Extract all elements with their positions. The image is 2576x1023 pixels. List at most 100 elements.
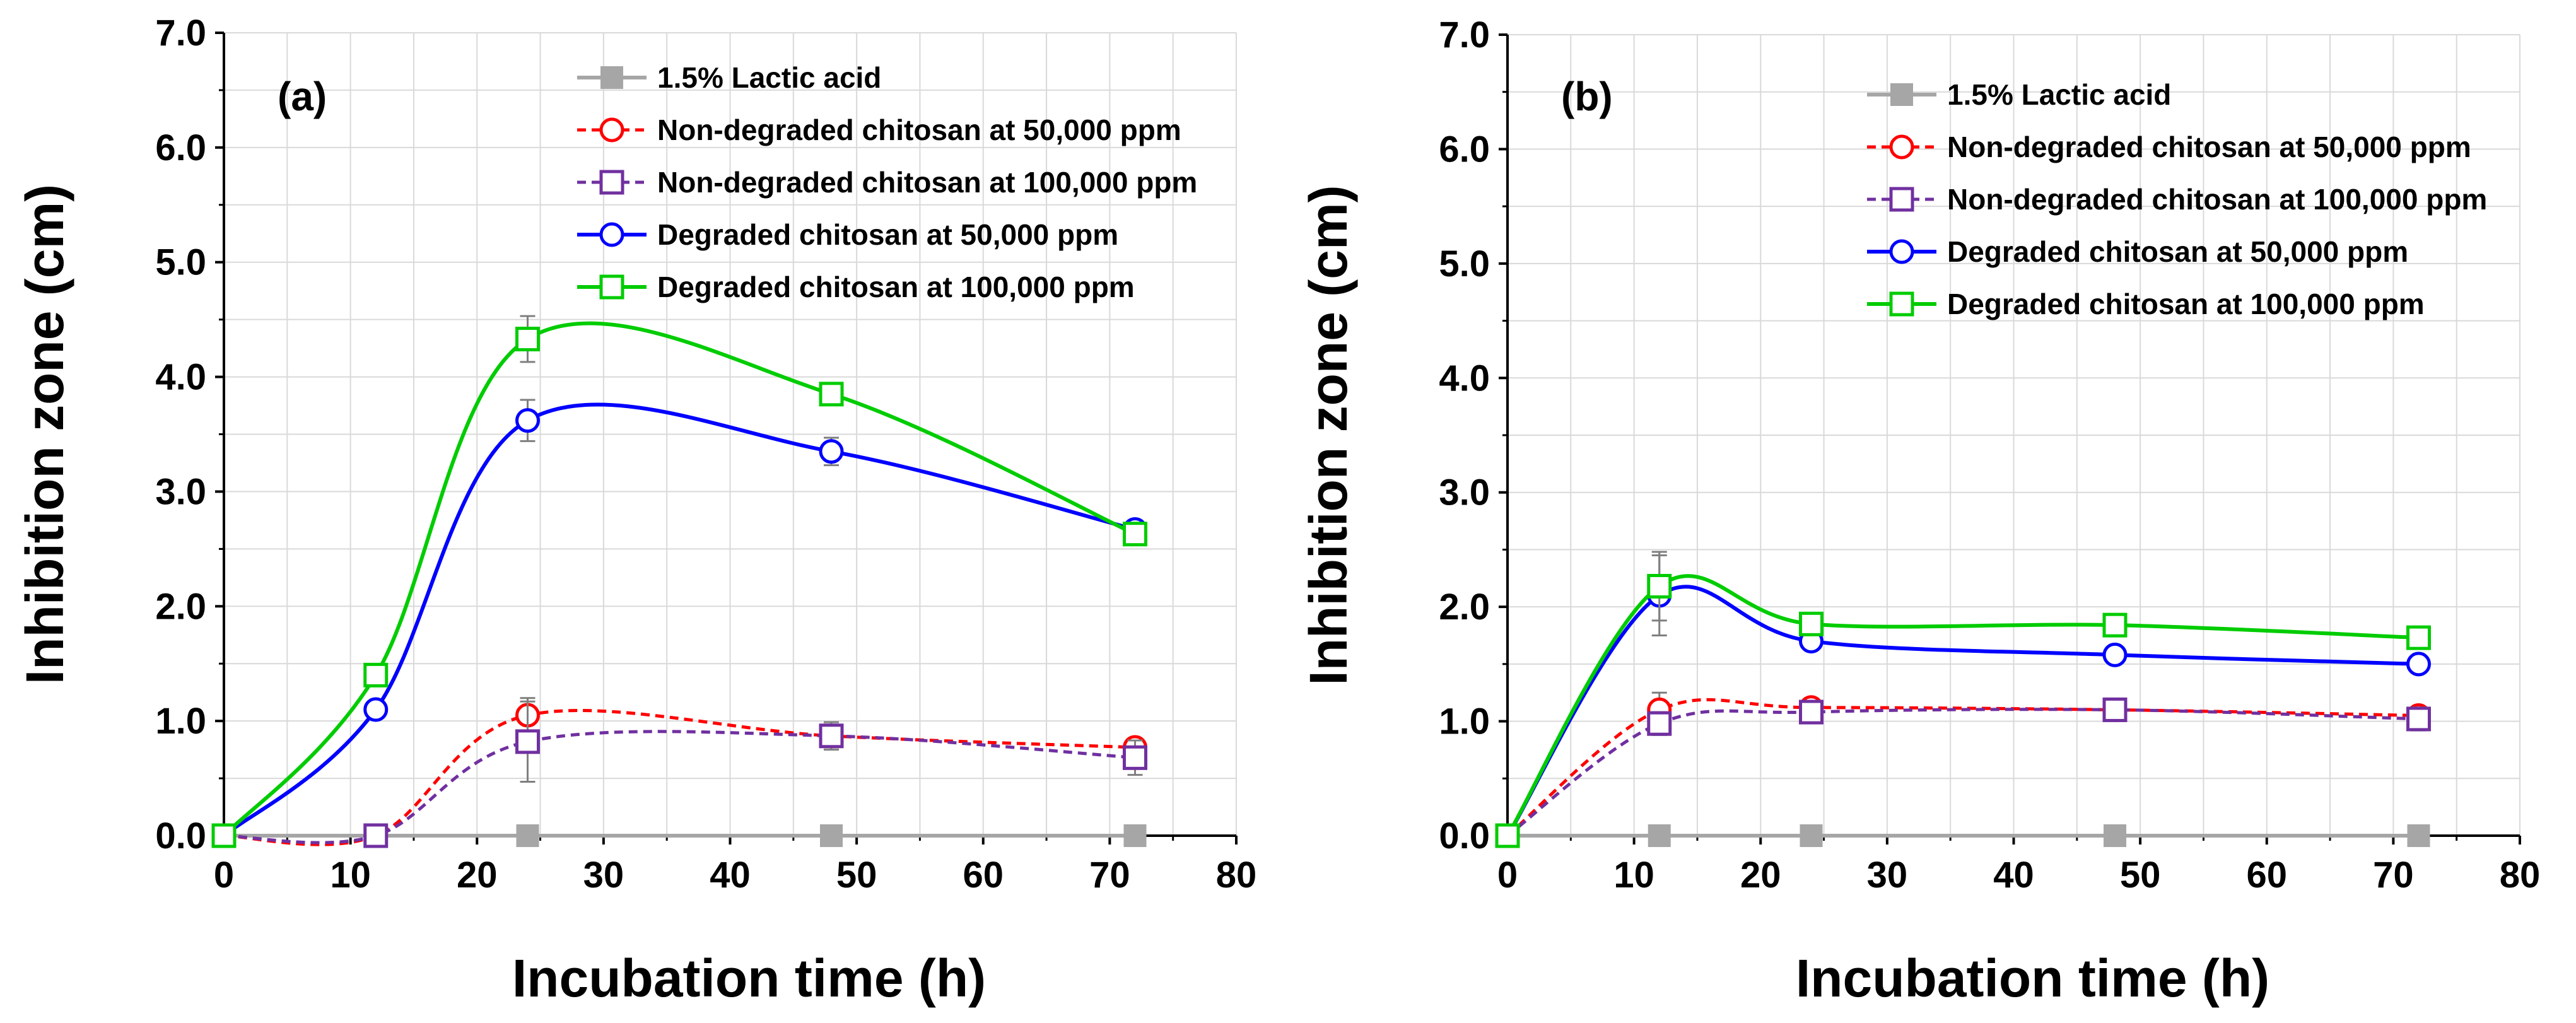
data-point [1123,745,1147,770]
series-line [223,709,1135,846]
data-point [820,824,843,847]
x-tick-label: 30 [1867,855,1908,896]
x-tick-label: 40 [710,855,751,896]
data-point [363,823,389,848]
legend-label: Non-degraded chitosan at 50,000 ppm [1947,131,2471,163]
legend-label: Non-degraded chitosan at 50,000 ppm [657,114,1181,146]
data-point [1799,699,1824,725]
legend-label: Non-degraded chitosan at 100,000 ppm [1947,183,2487,216]
y-tick-label: 0.0 [155,815,206,856]
legend-label: Non-degraded chitosan at 100,000 ppm [657,166,1197,199]
panel-label: (a) [278,74,327,119]
x-tick-label: 40 [1993,855,2034,896]
series-line [1506,698,2419,837]
y-tick-label: 4.0 [155,357,206,398]
y-tick-label: 5.0 [155,242,206,283]
y-axis-title: Inhibition zone (cm) [1299,185,1358,685]
data-point [211,823,237,848]
legend-label: Degraded chitosan at 50,000 ppm [657,218,1118,251]
panel-a: 0.0 1.0 2.0 3.0 4.0 5.0 6.0 7.0 0 10 20 30 40 50 60 70 8… [15,13,1256,1008]
data-point [1800,824,1823,847]
y-tick-label: 7.0 [1439,15,1490,56]
y-tick-label: 7.0 [155,13,206,54]
data-point [363,697,389,722]
series-line [1506,708,2419,838]
x-tick-label: 50 [2120,855,2161,896]
x-tick-label: 10 [1613,855,1654,896]
y-tick-label: 2.0 [155,586,206,627]
series-line [223,402,1136,838]
panel-b: 0.0 1.0 2.0 3.0 4.0 5.0 6.0 7.0 0 10 20 30 40 50 60 70 8… [1299,15,2540,1008]
legend: 1.5% Lactic acid Non-degraded chitosan at… [1867,78,2487,320]
data-point [515,729,540,754]
data-point [516,824,539,847]
data-point [1123,824,1147,847]
legend-label: 1.5% Lactic acid [657,61,881,94]
data-point [2407,824,2430,847]
legend-marker [1889,134,1914,160]
data-point [1123,522,1147,547]
data-point [363,662,389,687]
data-point [2406,652,2431,677]
series-d50 [211,399,1147,848]
legend-marker [599,170,624,195]
x-tick-label: 70 [2373,855,2414,896]
data-point [819,382,844,407]
x-tick-label: 60 [963,855,1004,896]
series-nd50 [1495,691,2431,848]
y-tick-label: 1.0 [1439,701,1490,742]
data-point [1799,611,1824,636]
legend-marker [600,66,623,89]
panel-label: (b) [1561,74,1613,119]
legend-marker [599,117,624,143]
x-tick-label: 80 [1216,855,1257,896]
x-tick-label: 80 [2500,855,2541,896]
x-tick-label: 50 [836,855,877,896]
data-point [515,327,540,352]
legend-label: 1.5% Lactic acid [1947,78,2171,111]
gridlines [1508,34,2520,836]
legend-marker [1890,83,1913,106]
y-tick-label: 5.0 [1439,243,1490,284]
y-tick-label: 6.0 [1439,129,1490,170]
y-tick-label: 4.0 [1439,358,1490,399]
data-point [2102,612,2128,638]
gridlines [224,32,1237,836]
series-d100 [211,315,1147,848]
series-nd100 [211,700,1147,848]
y-axis-title: Inhibition zone (cm) [15,184,74,684]
series-line [1506,585,2419,837]
series-line [223,730,1135,845]
legend-label: Degraded chitosan at 100,000 ppm [657,271,1135,303]
data-point [1495,823,1520,848]
data-point [2406,625,2431,650]
x-tick-label: 20 [457,855,498,896]
x-tick-label: 0 [214,855,234,896]
legend-label: Degraded chitosan at 100,000 ppm [1947,288,2425,320]
data-point [1647,573,1672,599]
data-point [819,723,844,749]
data-point [819,439,844,464]
x-tick-label: 20 [1740,855,1781,896]
x-tick-label: 70 [1089,855,1130,896]
legend-marker [1889,187,1914,212]
series-line [1506,574,2419,837]
series-lactic [1496,824,2430,847]
x-axis-title: Incubation time (h) [512,949,986,1008]
y-tick-label: 6.0 [155,127,206,168]
y-tick-label: 2.0 [1439,587,1490,628]
y-tick-label: 3.0 [155,471,206,512]
x-tick-label: 0 [1497,855,1518,896]
legend: 1.5% Lactic acid Non-degraded chitosan at… [577,61,1197,303]
series-d50 [1495,554,2431,848]
data-point [2406,706,2431,732]
series-lactic [213,824,1147,847]
series-line [222,321,1136,838]
legend-marker [599,222,624,247]
legend-marker [1889,239,1914,264]
x-tick-label: 10 [330,855,371,896]
y-tick-label: 3.0 [1439,472,1490,513]
y-tick-label: 1.0 [155,701,206,742]
data-point [2104,824,2126,847]
